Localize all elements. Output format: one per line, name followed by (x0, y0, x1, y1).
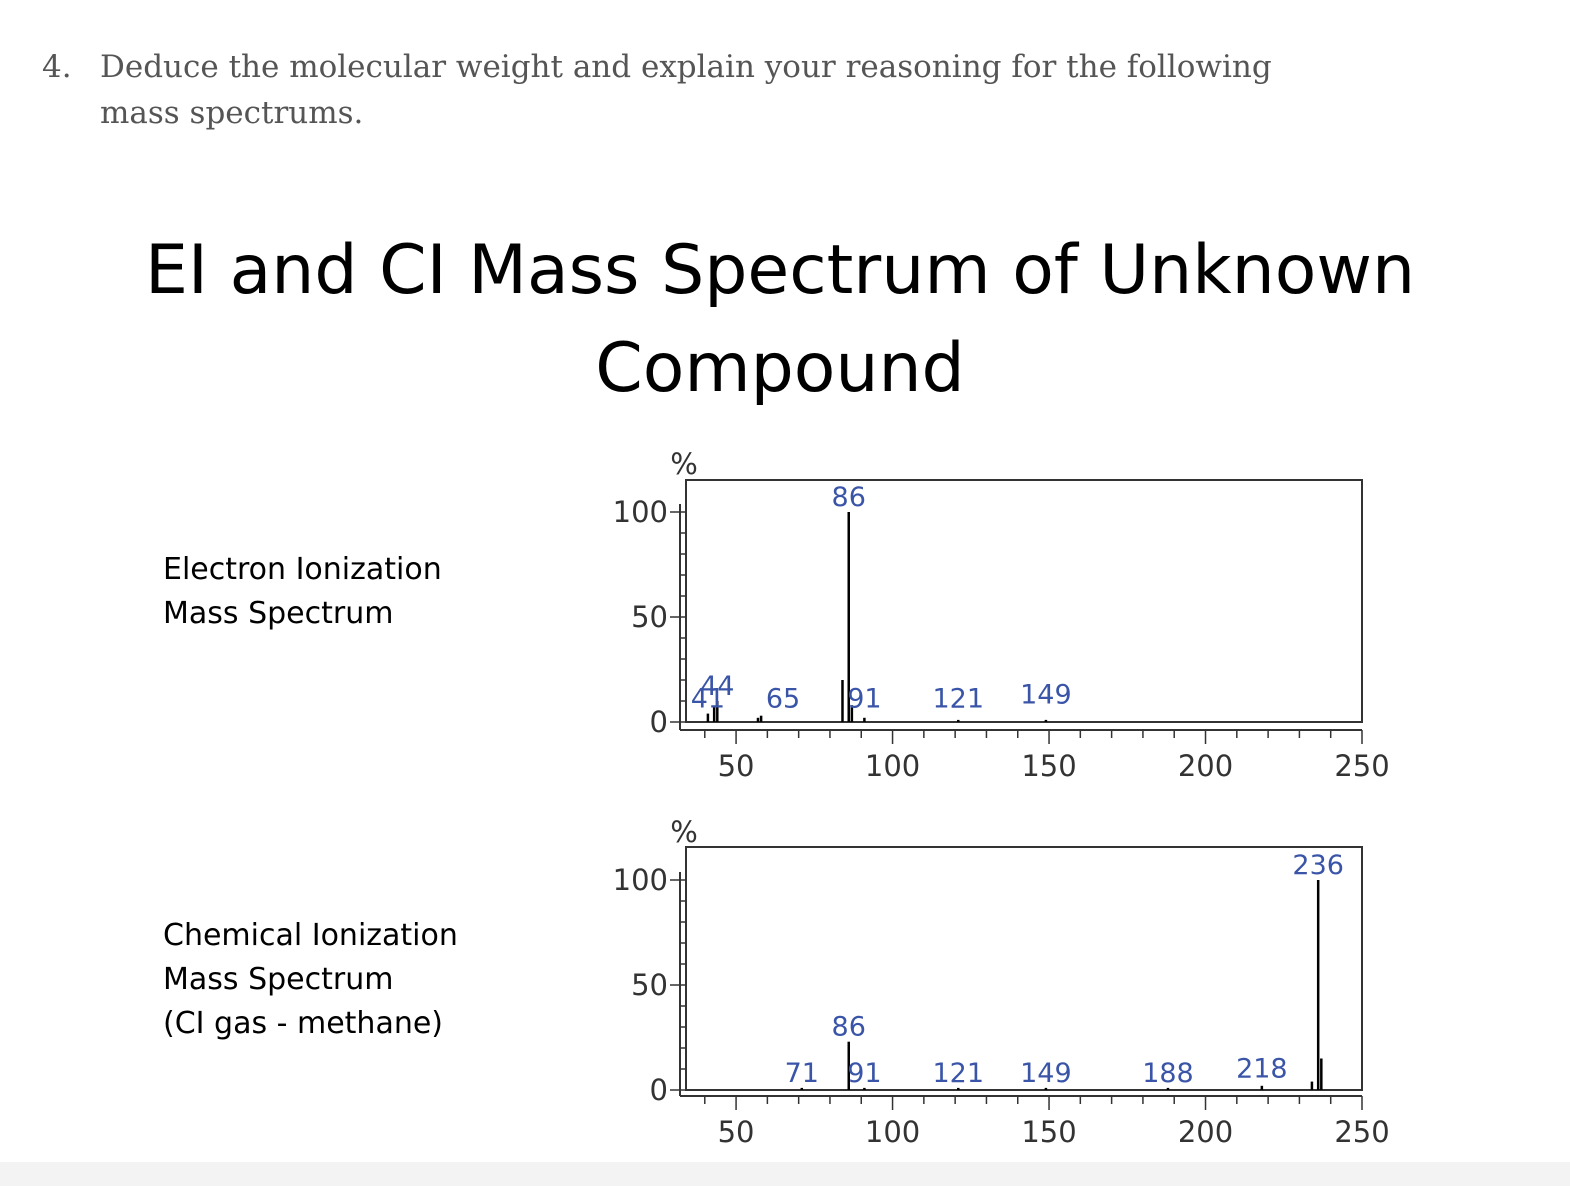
ei-peak-label-121: 121 (933, 684, 985, 715)
ci-peak-label-149: 149 (1020, 1058, 1072, 1089)
page-bottom-strip (0, 1162, 1570, 1186)
ci-x-tick-label: 200 (1178, 1115, 1233, 1149)
ci-peak-label-236: 236 (1292, 850, 1344, 881)
ei-x-tick-label: 150 (1021, 749, 1076, 783)
ci-peak-label-121: 121 (933, 1058, 985, 1089)
ci-y-tick-label: 50 (631, 968, 668, 1002)
ei-x-tick-label: 50 (718, 749, 755, 783)
ei-y-axis-label: % (670, 447, 698, 481)
ci-y-tick-label: 100 (613, 863, 668, 897)
ci-y-axis-label: % (670, 815, 698, 849)
slide-title: EI and CI Mass Spectrum of Unknown Compo… (144, 231, 1416, 408)
ci-spectrum-chart: 0 50 100% 50 100 150 200 250 236 86 71 91 121 149 188 2… (613, 815, 1390, 1149)
ei-x-tick-label: 250 (1334, 749, 1389, 783)
ei-peak-label-86: 86 (832, 482, 866, 513)
ei-peak-label-44: 44 (700, 671, 734, 702)
ei-plot-frame (685, 479, 1363, 723)
ei-y-tick-label: 0 (650, 705, 668, 739)
ci-x-tick-label: 250 (1334, 1115, 1389, 1149)
ci-x-tick-label: 150 (1021, 1115, 1076, 1149)
ei-peak-label-41: 41 (691, 684, 725, 715)
ci-peak-label-188: 188 (1142, 1058, 1194, 1089)
ci-peak-label-86: 86 (832, 1012, 866, 1043)
ei-peak-label-65: 65 (766, 684, 800, 715)
ei-peak-label-91: 91 (847, 684, 881, 715)
ci-peak-label-91: 91 (847, 1058, 881, 1089)
ei-y-tick-label: 50 (631, 600, 668, 634)
ci-x-tick-label: 100 (865, 1115, 920, 1149)
ei-x-tick-label: 100 (865, 749, 920, 783)
question-number: 4. (42, 49, 72, 85)
ei-peak-label-149: 149 (1020, 679, 1072, 710)
ci-plot-frame (685, 846, 1363, 1091)
ci-x-tick-label: 50 (718, 1115, 755, 1149)
question-text: Deduce the molecular weight and explain … (100, 49, 1272, 131)
ci-y-tick-label: 0 (650, 1073, 668, 1107)
ei-spectrum-label: Electron Ionization Mass Spectrum (163, 552, 442, 631)
ei-x-tick-label: 200 (1178, 749, 1233, 783)
ci-spectrum-label: Chemical Ionization Mass Spectrum (CI ga… (163, 918, 458, 1041)
ci-peak-label-71: 71 (785, 1058, 819, 1089)
ci-peak-label-218: 218 (1236, 1054, 1288, 1085)
ei-y-tick-label: 100 (613, 495, 668, 529)
